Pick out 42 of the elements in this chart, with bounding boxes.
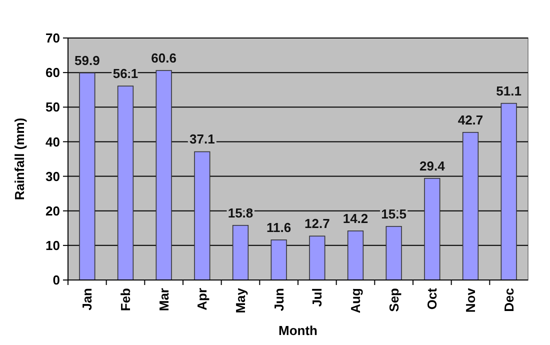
y-tick-label: 0: [52, 272, 60, 288]
data-label: 51.1: [496, 83, 522, 98]
bar: [117, 86, 134, 280]
bar: [194, 151, 210, 280]
y-tick-label: 30: [46, 168, 60, 184]
y-tick-label: 50: [46, 100, 60, 115]
y-tick-label: 60: [46, 65, 60, 80]
x-tick-label: Apr: [194, 288, 210, 310]
bar: [462, 132, 479, 280]
x-tick-label: May: [233, 287, 248, 314]
x-tick-label: Jul: [310, 288, 325, 307]
x-tick-label: Aug: [348, 288, 364, 314]
bar: [386, 226, 402, 280]
bar: [79, 72, 96, 280]
data-label: 59.9: [74, 52, 100, 68]
data-label: 12.7: [304, 216, 330, 232]
x-tick-label: Sep: [386, 288, 402, 312]
bar: [156, 70, 172, 280]
y-tick-label: 10: [46, 238, 60, 253]
bar: [347, 230, 364, 280]
y-tick-label: 40: [46, 134, 60, 150]
x-tick-label: Dec: [501, 288, 516, 312]
x-tick-label: Nov: [463, 287, 478, 313]
x-tick-label: Mar: [156, 288, 172, 312]
y-tick-label: 20: [46, 203, 60, 218]
bar: [500, 102, 517, 280]
data-label: 14.2: [342, 210, 368, 226]
bar: [270, 239, 287, 280]
bar: [424, 178, 440, 280]
x-tick-label: Oct: [424, 287, 440, 310]
x-tick-label: Jun: [271, 288, 286, 312]
data-label: 60.6: [151, 50, 176, 66]
data-label: 29.4: [420, 158, 446, 174]
x-axis-title: Month: [278, 323, 318, 338]
data-label: 42.7: [458, 112, 484, 128]
bar: [232, 224, 249, 280]
bar: [309, 236, 326, 280]
data-label: 11.6: [266, 220, 292, 235]
y-axis-title: Rainfall (mm): [12, 118, 27, 200]
y-tick-label: 70: [46, 30, 60, 46]
x-tick-label: Feb: [118, 288, 134, 312]
x-tick-label: Jan: [80, 288, 95, 310]
